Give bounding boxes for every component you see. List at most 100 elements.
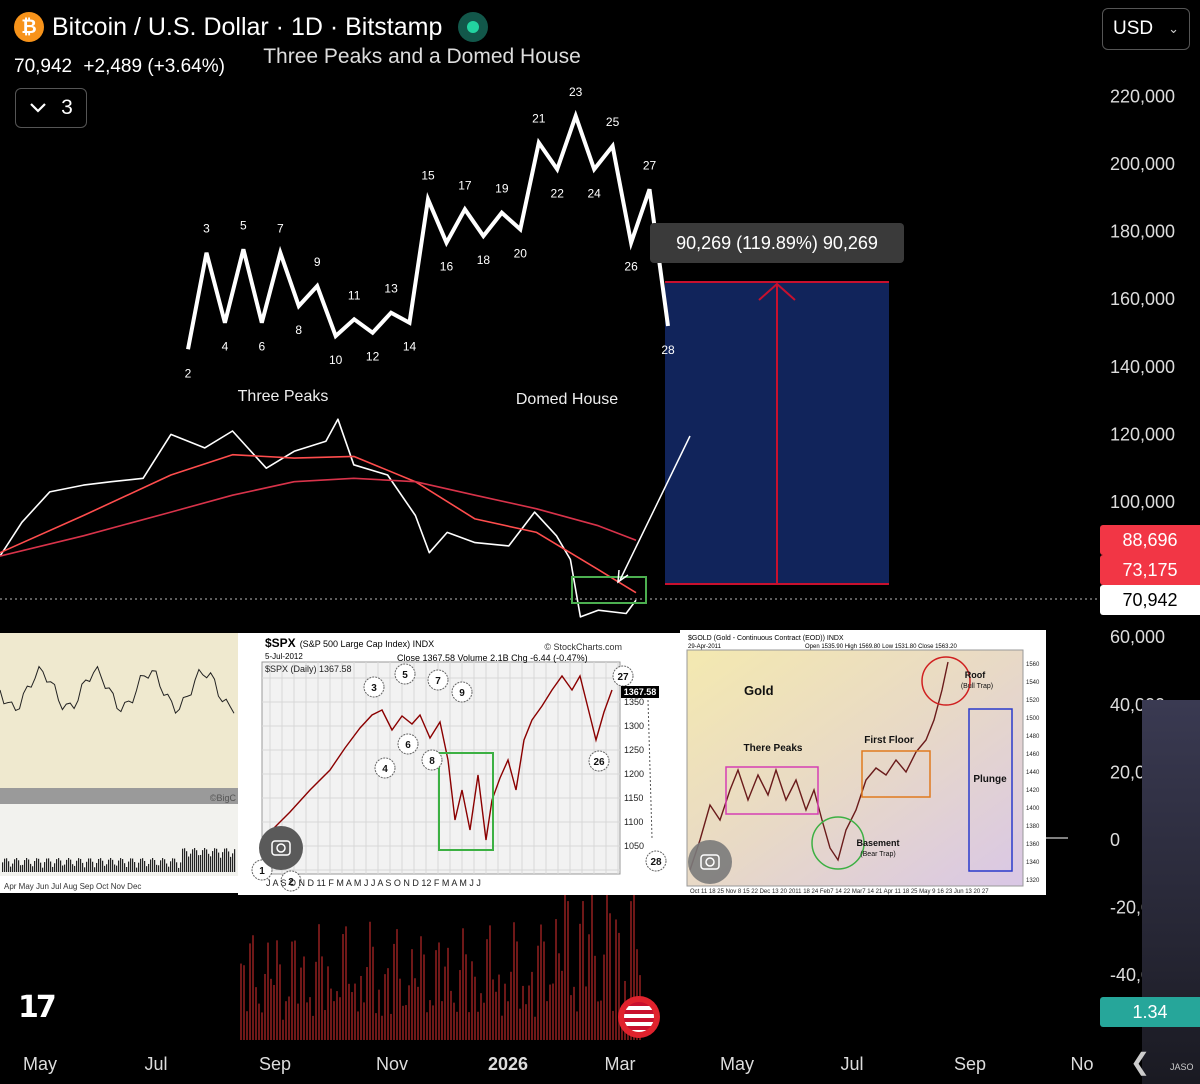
volume-bar [420, 936, 422, 1040]
volume-bar [309, 997, 311, 1040]
volume-bar [303, 956, 305, 1040]
indicators-collapse-button[interactable]: 3 [15, 88, 87, 128]
left-mini-volume [144, 860, 146, 872]
pattern-point-label: 26 [624, 260, 638, 274]
left-mini-volume [192, 849, 194, 872]
volume-bar [531, 971, 533, 1040]
left-mini-volume [116, 865, 118, 872]
chevron-left-icon[interactable]: ❮ [1130, 1049, 1151, 1076]
spx-date: 5-Jul-2012 [265, 652, 303, 661]
spx-wave-label: 6 [405, 740, 411, 751]
left-mini-volume [206, 849, 208, 872]
symbol-title[interactable]: Bitcoin / U.S. Dollar · 1D · Bitstamp [52, 12, 443, 41]
volume-bar [393, 943, 395, 1040]
label-three-peaks: Three Peaks [238, 388, 329, 405]
volume-bar [594, 955, 596, 1040]
volume-bar [600, 1000, 602, 1040]
left-mini-volume [20, 865, 22, 872]
volume-bar [345, 926, 347, 1040]
spx-title: $SPX (S&P 500 Large Cap Index) INDX [265, 636, 434, 650]
pattern-point-label: 6 [259, 340, 266, 354]
left-mini-volume [220, 857, 222, 872]
spx-wave-label: 9 [459, 688, 465, 699]
left-mini-volume [184, 848, 186, 872]
y-tick-label: 120,000 [1110, 424, 1175, 444]
left-mini-volume [200, 854, 202, 872]
spx-wave-label: 27 [617, 672, 629, 683]
embedded-chart-left: ©BigC Apr May Jun Jul Aug Sep Oct Nov De… [0, 633, 238, 893]
volume-bar [279, 964, 281, 1040]
spx-camera-icon[interactable] [259, 826, 303, 870]
volume-bar [327, 966, 329, 1040]
spx-wave-label: 4 [382, 764, 388, 775]
left-brand: ©BigC [210, 793, 237, 803]
left-mini-volume [226, 848, 228, 872]
symbol-header[interactable]: ₿ Bitcoin / U.S. Dollar · 1D · Bitstamp [14, 12, 489, 42]
time-axis: May Jul Sep Nov 2026 Mar May Jul Sep No [23, 1054, 1094, 1074]
left-mini-volume [178, 867, 180, 872]
volume-bar [552, 983, 554, 1040]
left-mini-volume [136, 867, 138, 872]
volume-bar [579, 923, 581, 1040]
volume-bar [375, 1013, 377, 1040]
volume-bar [486, 939, 488, 1040]
gold-camera-icon[interactable] [688, 840, 732, 884]
gold-yaxis: 1560 1540 1520 1500 1480 1460 1440 1420 1400 1380… [1026, 662, 1040, 884]
volume-bar [615, 919, 617, 1040]
volume-bar [501, 1015, 503, 1040]
spx-wave-badge [374, 757, 396, 779]
left-mini-volume [16, 858, 18, 872]
volume-bar [384, 974, 386, 1040]
left-mini-volume [142, 858, 144, 872]
gold-three-peaks-box [725, 766, 819, 815]
spx-wave-badge [280, 870, 302, 892]
gold-first-floor-box [861, 750, 931, 798]
volume-layer [240, 869, 641, 1040]
left-mini-volume [28, 859, 30, 872]
left-mini-volume [52, 866, 54, 872]
left-mini-volume [186, 851, 188, 872]
volume-bar [522, 985, 524, 1040]
left-mini-volume [56, 859, 58, 872]
left-mini-volume [68, 858, 70, 872]
left-mini-volume [232, 853, 234, 872]
pattern-point-label: 18 [477, 253, 491, 267]
currency-select[interactable]: USD ⌄ [1102, 8, 1190, 50]
volume-bar [447, 947, 449, 1040]
left-mini-volume [138, 862, 140, 872]
price-row: 70,942 +2,489 (+3.64%) [14, 56, 225, 78]
left-mini-volume [64, 864, 66, 872]
left-mini-volume [122, 859, 124, 872]
volume-bar [276, 940, 278, 1040]
volume-bar [546, 1001, 548, 1040]
spx-green-box [438, 752, 494, 851]
volume-bar [252, 935, 254, 1040]
tradingview-logo[interactable]: 17 [18, 990, 57, 1025]
volume-bar [573, 986, 575, 1040]
left-mini-volume [86, 861, 88, 872]
pattern-point-label: 19 [495, 182, 509, 196]
y-tick-label: 200,000 [1110, 154, 1175, 174]
measure-arrow-head [758, 282, 796, 301]
spx-wave-label: 7 [435, 676, 441, 687]
us-flag-icon[interactable] [618, 996, 660, 1038]
volume-bar [489, 925, 491, 1040]
volume-bar [567, 901, 569, 1040]
volume-bar [354, 983, 356, 1040]
gold-first-floor-label: First Floor [864, 735, 914, 746]
volume-bar [411, 949, 413, 1040]
volume-bar [366, 967, 368, 1040]
left-mini-volume [80, 858, 82, 872]
pattern-point-label: 14 [403, 340, 417, 354]
volume-bar [414, 978, 416, 1040]
spx-wave-badge [588, 750, 610, 772]
pattern-point-label: 9 [314, 255, 321, 269]
series-line-ma-fast [0, 453, 637, 594]
volume-bar [492, 979, 494, 1040]
left-mini-line [0, 665, 236, 872]
volume-bar [321, 956, 323, 1040]
market-status-icon[interactable] [458, 12, 489, 42]
volume-bar [318, 924, 320, 1040]
left-mini-volume [166, 863, 168, 872]
left-mini-volume [88, 858, 90, 872]
